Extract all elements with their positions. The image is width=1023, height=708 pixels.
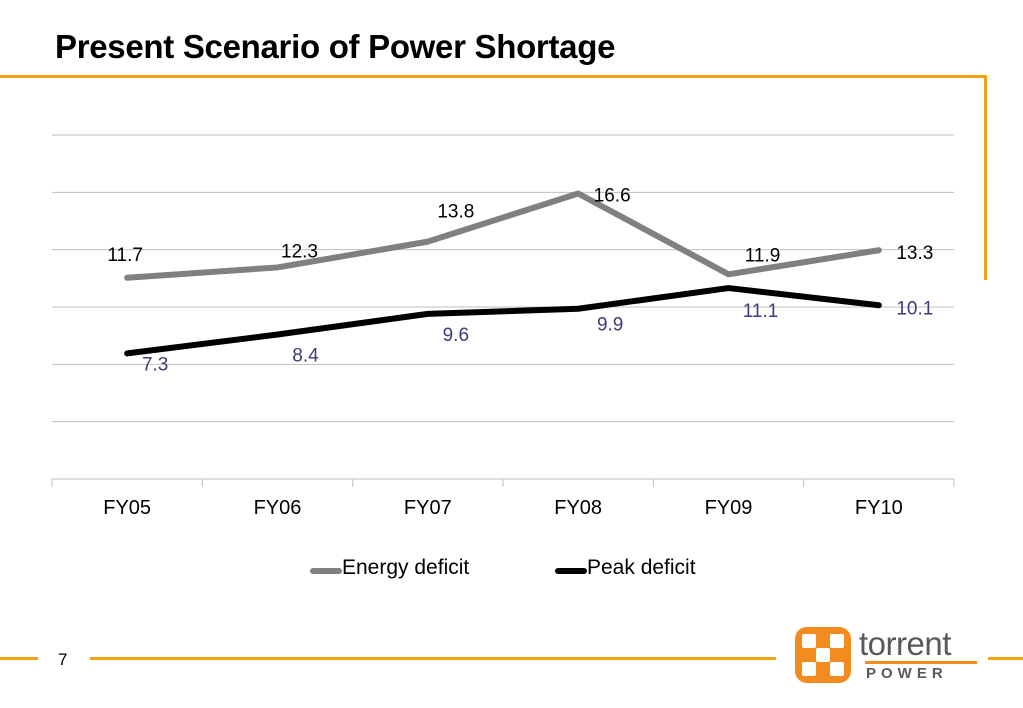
data-label-peak: 7.3 — [142, 354, 168, 375]
x-tick-label-fy06: FY06 — [254, 497, 302, 519]
page-number: 7 — [58, 650, 68, 669]
footer-rule-right — [988, 657, 1023, 660]
data-label-energy: 16.6 — [594, 185, 631, 206]
legend-label-energy: Energy deficit — [342, 556, 470, 579]
logo-underline — [865, 661, 977, 664]
data-label-peak: 9.9 — [597, 315, 623, 336]
data-label-energy: 11.9 — [745, 245, 781, 266]
data-label-energy: 13.3 — [896, 243, 933, 264]
data-labels: 11.7 12.3 13.8 16.6 11.9 13.3 7.3 8.4 9.6 9.9 11.1… — [107, 185, 933, 375]
logo-wordmark: torrent — [859, 625, 951, 662]
data-label-peak: 10.1 — [896, 298, 933, 319]
data-label-peak: 9.6 — [443, 325, 469, 346]
data-label-energy: 11.7 — [107, 245, 143, 266]
chart-series — [124, 190, 882, 357]
footer-rule-left — [0, 657, 38, 660]
x-tick-label-fy07: FY07 — [404, 497, 452, 519]
series-line-peak-deficit — [124, 285, 882, 357]
data-label-energy: 12.3 — [281, 241, 318, 262]
data-label-peak: 11.1 — [743, 301, 779, 322]
torrent-power-logo: torrent POWER — [793, 625, 983, 685]
logo-mark-icon — [795, 627, 851, 683]
x-tick-label-fy05: FY05 — [103, 497, 151, 519]
x-axis: FY05 FY06 FY07 FY08 FY09 FY10 — [51, 478, 955, 519]
series-line-energy-deficit — [124, 190, 882, 281]
x-tick-label-fy08: FY08 — [554, 497, 602, 519]
legend-label-peak: Peak deficit — [587, 556, 696, 579]
x-tick-label-fy09: FY09 — [705, 497, 753, 519]
x-tick-label-fy10: FY10 — [855, 497, 903, 519]
chart-legend: Energy deficit Peak deficit — [0, 556, 1023, 586]
data-label-peak: 8.4 — [292, 346, 319, 367]
header-rule — [0, 75, 987, 78]
logo-subtitle: POWER — [866, 665, 948, 682]
chart-gridlines — [52, 134, 954, 423]
legend-swatch-energy — [310, 568, 342, 574]
footer-rule-middle — [90, 657, 776, 660]
slide-title: Present Scenario of Power Shortage — [55, 28, 616, 65]
data-label-energy: 13.8 — [437, 202, 474, 223]
legend-swatch-peak — [555, 568, 587, 574]
header-rule-right — [984, 75, 987, 280]
